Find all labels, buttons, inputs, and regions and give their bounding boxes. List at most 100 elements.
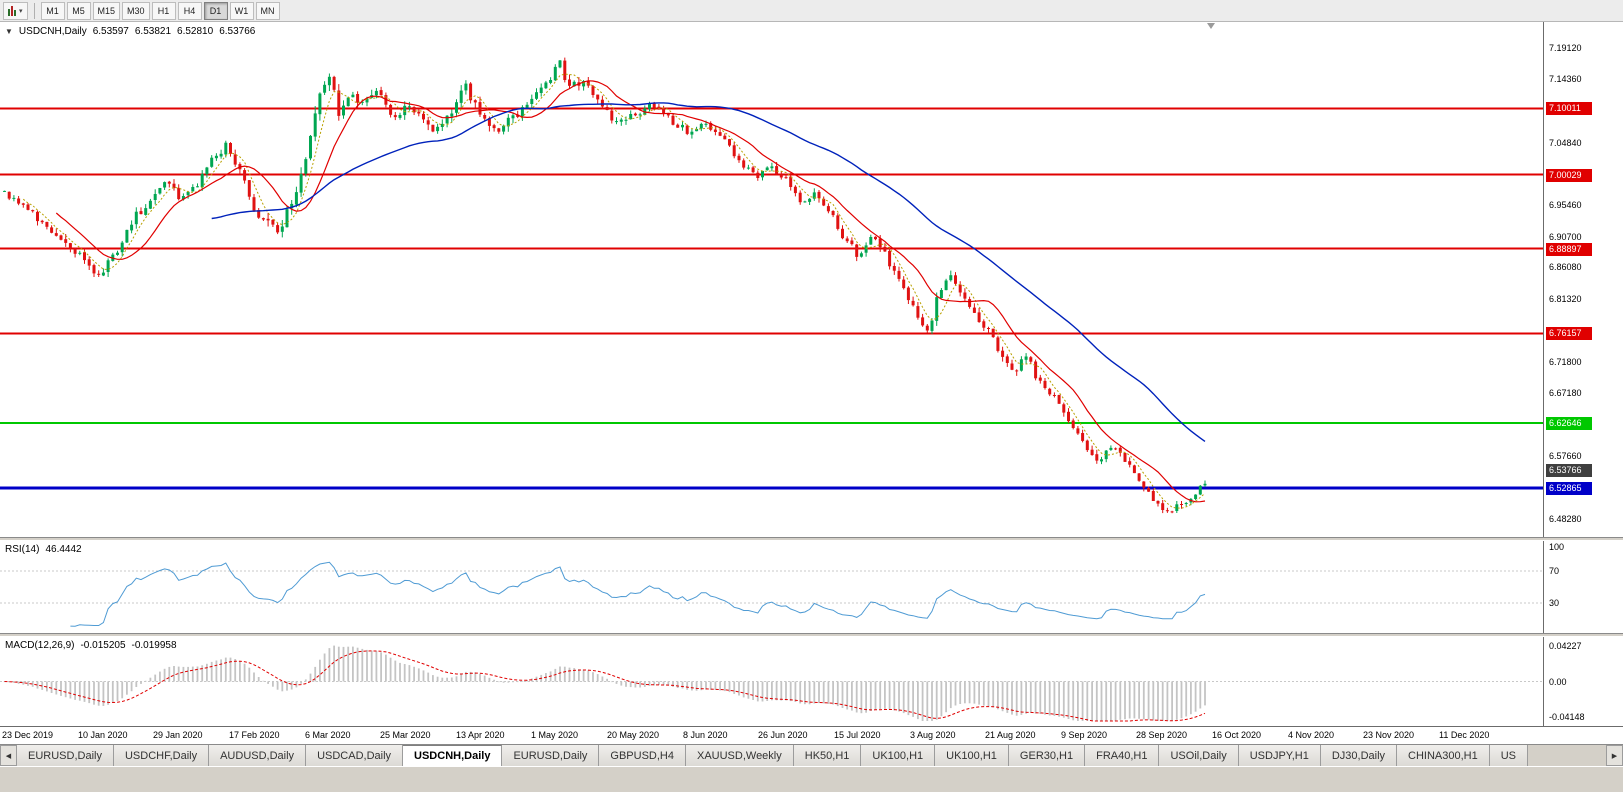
- price-axis-label: 6.81320: [1549, 294, 1582, 304]
- date-axis-label: 17 Feb 2020: [229, 730, 280, 740]
- price-axis-label: 6.48280: [1549, 514, 1582, 524]
- chart-tab-usdcnh-daily[interactable]: USDCNH,Daily: [403, 745, 503, 766]
- date-axis-label: 4 Nov 2020: [1288, 730, 1335, 740]
- rsi-label: RSI(14): [5, 544, 40, 555]
- right-shift-marker-icon: [1207, 23, 1216, 29]
- chevron-down-icon: ▾: [19, 7, 23, 15]
- date-axis-label: 25 Mar 2020: [380, 730, 431, 740]
- timeframe-m5-button[interactable]: M5: [66, 1, 91, 20]
- timeframe-m15-button[interactable]: M15: [92, 1, 121, 20]
- rsi-axis-label: 70: [1549, 566, 1560, 576]
- date-axis-label: 28 Sep 2020: [1136, 730, 1188, 740]
- hline-price-tag: 7.10011: [1546, 102, 1592, 115]
- chart-tab-usoil-daily[interactable]: USOil,Daily: [1159, 745, 1239, 766]
- date-axis-label: 11 Dec 2020: [1439, 730, 1490, 740]
- timeframe-m1-button[interactable]: M1: [40, 1, 65, 20]
- price-axis-label: 7.04840: [1549, 138, 1582, 148]
- chart-tab-usdcad-daily[interactable]: USDCAD,Daily: [306, 745, 404, 766]
- chart-window: ▼ USDCNH,Daily 6.53597 6.53821 6.52810 6…: [0, 22, 1623, 744]
- date-axis-label: 21 Aug 2020: [985, 730, 1036, 740]
- chart-tab-audusd-daily[interactable]: AUDUSD,Daily: [209, 745, 307, 766]
- chart-tab-fra40-h1[interactable]: FRA40,H1: [1085, 745, 1160, 766]
- chart-type-button[interactable]: ▾: [3, 1, 28, 20]
- date-axis-label: 15 Jul 2020: [834, 730, 881, 740]
- rsi-chart-canvas[interactable]: [0, 541, 1543, 633]
- chart-tab-hk50-h1[interactable]: HK50,H1: [793, 745, 862, 766]
- chart-tab-eurusd-daily[interactable]: EURUSD,Daily: [17, 745, 114, 766]
- tab-scroll-right-button[interactable]: ▶: [1606, 745, 1623, 766]
- timeframe-h4-button[interactable]: H4: [177, 1, 202, 20]
- current-price-tag: 6.53766: [1546, 464, 1592, 477]
- rsi-scale[interactable]: 100 70 30: [1543, 541, 1623, 633]
- chart-tabs: EURUSD,Daily USDCHF,Daily AUDUSD,Daily USDC…: [17, 745, 1606, 766]
- price-scale[interactable]: 7.191207.143607.096007.048407.000806.954…: [1543, 22, 1623, 537]
- chart-tab-ger30-h1[interactable]: GER30,H1: [1008, 745, 1086, 766]
- chart-tab-bar: ◀ EURUSD,Daily USDCHF,Daily AUDUSD,Daily US…: [0, 744, 1623, 766]
- chart-tab-uk100-h1[interactable]: UK100,H1: [935, 745, 1009, 766]
- rsi-panel[interactable]: RSI(14) 46.4442 100 70 30: [0, 541, 1623, 633]
- timeframe-h1-button[interactable]: H1: [151, 1, 176, 20]
- macd-scale[interactable]: 0.04227 0.00 -0.04148: [1543, 637, 1623, 726]
- macd-chart-canvas[interactable]: [0, 637, 1543, 726]
- price-panel[interactable]: ▼ USDCNH,Daily 6.53597 6.53821 6.52810 6…: [0, 22, 1623, 537]
- date-axis-label: 13 Apr 2020: [456, 730, 505, 740]
- ohlc-open: 6.53597: [92, 26, 129, 37]
- chart-tab-dj30-daily[interactable]: DJ30,Daily: [1320, 745, 1398, 766]
- timeframe-m30-button[interactable]: M30: [122, 1, 150, 20]
- panel-resize-handle[interactable]: [0, 633, 1623, 637]
- chart-tab-usdchf-daily[interactable]: USDCHF,Daily: [113, 745, 210, 766]
- tab-scroll-left-button[interactable]: ◀: [0, 745, 17, 766]
- date-axis-label: 1 May 2020: [531, 730, 579, 740]
- chart-tab-gbpusd-h4[interactable]: GBPUSD,H4: [599, 745, 686, 766]
- timeframe-d1-button[interactable]: D1: [203, 1, 228, 20]
- hline-price-tag: 6.88897: [1546, 243, 1592, 256]
- chart-tab-usdjpy-h1[interactable]: USDJPY,H1: [1238, 745, 1321, 766]
- timeframe-buttons: M1 M5 M15 M30 H1 H4 D1 W1 MN: [40, 1, 280, 20]
- price-axis-label: 6.71800: [1549, 357, 1582, 367]
- time-axis[interactable]: 23 Dec 2019 10 Jan 2020 29 Jan 2020 17 Feb …: [0, 726, 1623, 744]
- chart-header: ▼ USDCNH,Daily 6.53597 6.53821 6.52810 6…: [5, 26, 255, 37]
- rsi-value: 46.4442: [45, 544, 82, 555]
- price-axis-label: 6.57660: [1549, 451, 1582, 461]
- candlestick-chart-icon: [8, 5, 16, 16]
- date-axis-label: 20 May 2020: [607, 730, 660, 740]
- price-chart-canvas[interactable]: [0, 22, 1543, 537]
- hline-price-tag: 6.76157: [1546, 327, 1592, 340]
- date-axis-label: 26 Jun 2020: [758, 730, 808, 740]
- chart-tab-eurusd-daily[interactable]: EURUSD,Daily: [502, 745, 600, 766]
- hline-price-tag: 7.00029: [1546, 169, 1592, 182]
- status-bar: [0, 766, 1623, 792]
- macd-axis-label: 0.04227: [1549, 641, 1582, 651]
- macd-header: MACD(12,26,9) -0.015205 -0.019958: [5, 640, 177, 651]
- collapse-arrow-icon[interactable]: ▼: [5, 27, 13, 36]
- macd-panel[interactable]: MACD(12,26,9) -0.015205 -0.019958 0.0422…: [0, 637, 1623, 726]
- hline-price-tag: 6.62646: [1546, 417, 1592, 430]
- date-axis-label: 6 Mar 2020: [305, 730, 351, 740]
- price-axis-label: 7.14360: [1549, 74, 1582, 84]
- date-axis-label: 9 Sep 2020: [1061, 730, 1108, 740]
- ohlc-high: 6.53821: [134, 26, 172, 37]
- timeframe-w1-button[interactable]: W1: [229, 1, 254, 20]
- rsi-axis-label: 100: [1549, 542, 1565, 552]
- chart-tab-uk100-h1[interactable]: UK100,H1: [861, 745, 936, 766]
- date-axis-label: 16 Oct 2020: [1212, 730, 1262, 740]
- date-axis-label: 8 Jun 2020: [683, 730, 728, 740]
- macd-label: MACD(12,26,9): [5, 640, 75, 651]
- date-axis-label: 3 Aug 2020: [910, 730, 956, 740]
- panel-resize-handle[interactable]: [0, 537, 1623, 541]
- rsi-axis-label: 30: [1549, 598, 1560, 608]
- chart-tab-xauusd-weekly[interactable]: XAUUSD,Weekly: [685, 745, 794, 766]
- chart-tab-us[interactable]: US: [1489, 745, 1528, 766]
- rsi-header: RSI(14) 46.4442: [5, 544, 82, 555]
- ohlc-low: 6.52810: [177, 26, 214, 37]
- timeframe-toolbar: ▾ M1 M5 M15 M30 H1 H4 D1 W1 MN: [0, 0, 1623, 22]
- price-axis-label: 6.95460: [1549, 200, 1582, 210]
- price-axis-label: 6.90700: [1549, 232, 1582, 242]
- date-axis-label: 29 Jan 2020: [153, 730, 203, 740]
- price-axis-label: 7.19120: [1549, 43, 1582, 53]
- timeframe-mn-button[interactable]: MN: [255, 1, 280, 20]
- macd-axis-label: -0.04148: [1549, 712, 1585, 722]
- chart-tab-china300-h1[interactable]: CHINA300,H1: [1397, 745, 1490, 766]
- ohlc-close: 6.53766: [219, 26, 256, 37]
